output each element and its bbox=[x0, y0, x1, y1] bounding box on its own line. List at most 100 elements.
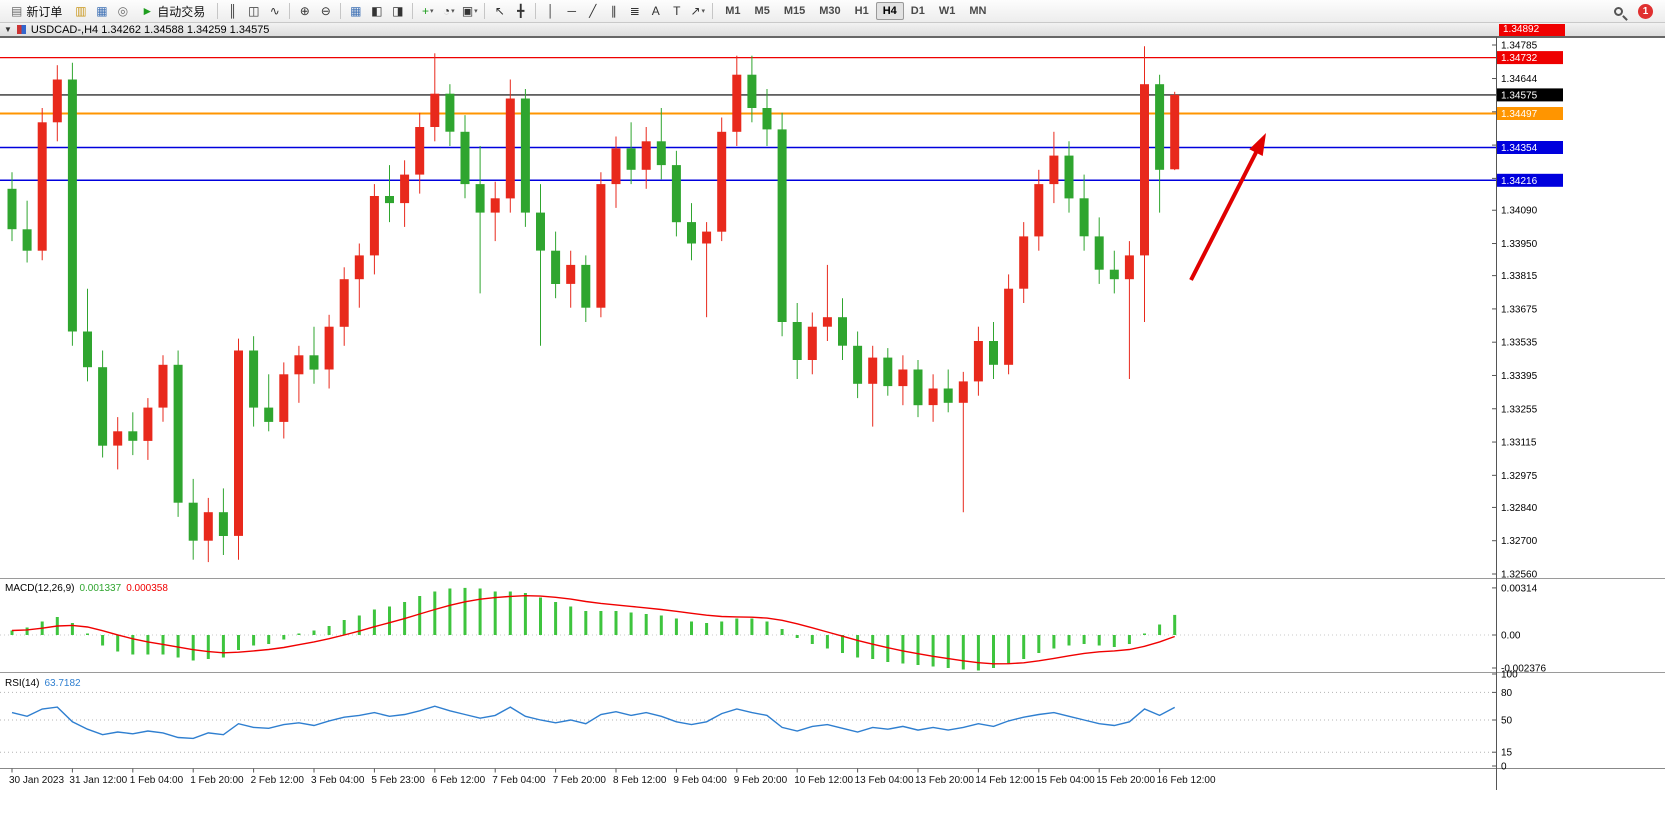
chart-titlebar: ▼ USDCAD-,H4 1.34262 1.34588 1.34259 1.3… bbox=[0, 23, 1665, 37]
new-chart-button[interactable]: + ▾ bbox=[418, 2, 437, 21]
macd-bar bbox=[886, 635, 890, 662]
chart-window: ▼ USDCAD-,H4 1.34262 1.34588 1.34259 1.3… bbox=[0, 23, 1665, 839]
price-scale-label: 1.32560 bbox=[1501, 569, 1538, 580]
macd-bar bbox=[539, 597, 542, 635]
periods-button[interactable]: ◔ ▾ bbox=[439, 2, 458, 21]
bar-chart-button[interactable]: ║ bbox=[223, 2, 242, 21]
macd-bar bbox=[252, 635, 256, 646]
line-chart-button[interactable]: ∿ bbox=[265, 2, 284, 21]
candle-body bbox=[400, 174, 410, 204]
candlestick-chart-button[interactable]: ◫ bbox=[244, 2, 263, 21]
timeframe-d1[interactable]: D1 bbox=[904, 2, 932, 20]
macd-bar bbox=[795, 635, 799, 638]
candle-body bbox=[898, 369, 908, 387]
candle-body bbox=[792, 322, 802, 360]
macd-bar bbox=[976, 635, 980, 671]
candle-body bbox=[203, 512, 213, 541]
candle-body bbox=[702, 231, 712, 244]
trendline-button[interactable]: ╱ bbox=[583, 2, 602, 21]
macd-bar bbox=[901, 635, 905, 664]
toolbar-separator bbox=[217, 3, 219, 19]
macd-scale-label: -0.002376 bbox=[1501, 664, 1546, 675]
timeframe-mn[interactable]: MN bbox=[962, 2, 993, 20]
macd-bar bbox=[86, 633, 89, 635]
candle-body bbox=[1094, 236, 1104, 270]
timeframe-w1[interactable]: W1 bbox=[932, 2, 963, 20]
rsi-scale-label: 50 bbox=[1501, 716, 1513, 727]
data-window-button[interactable]: ▦ bbox=[92, 2, 111, 21]
fibonacci-button[interactable]: ≣ bbox=[625, 2, 644, 21]
horizontal-line-button[interactable]: ─ bbox=[562, 2, 581, 21]
dropdown-arrow-icon: ▾ bbox=[430, 8, 434, 15]
macd-bar bbox=[705, 623, 709, 635]
templates-button[interactable]: ▣ ▾ bbox=[460, 2, 479, 21]
notification-badge[interactable]: 1 bbox=[1638, 3, 1653, 19]
trend-arrow[interactable] bbox=[1189, 133, 1266, 281]
candle-body bbox=[520, 98, 530, 213]
candle-body bbox=[1140, 84, 1149, 256]
macd-bar bbox=[327, 626, 331, 635]
price-scale-label: 1.33535 bbox=[1501, 338, 1538, 349]
market-watch-button[interactable]: ▥ bbox=[71, 2, 90, 21]
macd-bar bbox=[1082, 635, 1086, 644]
cursor-button[interactable]: ↖ bbox=[490, 2, 509, 21]
macd-bar bbox=[720, 621, 724, 635]
channel-button[interactable]: ∥ bbox=[604, 2, 623, 21]
chart-shift-button[interactable]: ◨ bbox=[388, 2, 407, 21]
timeframe-h1[interactable]: H1 bbox=[848, 2, 876, 20]
arrows-tool-button[interactable]: ↗ ▾ bbox=[688, 2, 707, 21]
time-axis[interactable]: 30 Jan 2023 31 Jan 12:00 1 Feb 04:00 1 Feb … bbox=[9, 768, 1216, 787]
candle-body bbox=[868, 357, 878, 384]
candle-body bbox=[853, 345, 863, 384]
macd-bar bbox=[810, 635, 814, 644]
text-label-button[interactable]: T bbox=[667, 2, 686, 21]
candle-body bbox=[1109, 269, 1119, 280]
rsi-scale-label: 100 bbox=[1501, 670, 1518, 681]
timeframe-m1[interactable]: M1 bbox=[718, 2, 747, 20]
macd-bar bbox=[372, 609, 376, 635]
time-label: 1 Feb 20:00 bbox=[190, 775, 244, 786]
tile-windows-button[interactable]: ▦ bbox=[346, 2, 365, 21]
price-scale-label: 1.34644 bbox=[1501, 74, 1538, 85]
candle-body bbox=[188, 502, 198, 541]
text-tool-button[interactable]: A bbox=[646, 2, 665, 21]
price-badge bbox=[1497, 51, 1563, 65]
zoom-in-button[interactable]: ⊕ bbox=[295, 2, 314, 21]
macd-bar bbox=[1097, 635, 1101, 646]
macd-scale-label: 0.00314 bbox=[1501, 583, 1538, 594]
new-order-label: 新订单 bbox=[26, 4, 63, 19]
candle-body bbox=[958, 381, 968, 403]
timeframe-h4[interactable]: H4 bbox=[875, 2, 904, 20]
chart-canvas[interactable]: 1.347851.346441.345041.343641.342241.340… bbox=[0, 37, 1665, 790]
timeframe-m30[interactable]: M30 bbox=[812, 2, 847, 20]
candle-body bbox=[581, 264, 591, 308]
trend-arrow-head bbox=[1249, 133, 1266, 156]
search-button[interactable] bbox=[1609, 2, 1628, 21]
cursor-icon: ↖ bbox=[494, 4, 505, 18]
vertical-line-button[interactable]: │ bbox=[541, 2, 560, 21]
collapse-icon[interactable]: ▼ bbox=[4, 24, 12, 34]
rsi-line[interactable] bbox=[11, 705, 1176, 740]
new-order-button[interactable]: ▤ 新订单 bbox=[4, 2, 69, 21]
price-badge-label: 1.34216 bbox=[1501, 176, 1538, 187]
macd-bar bbox=[629, 612, 633, 635]
navigator-button[interactable]: ◎ bbox=[113, 2, 132, 21]
candle-body bbox=[158, 364, 168, 408]
macd-bar bbox=[916, 635, 920, 665]
macd-bar bbox=[463, 587, 467, 635]
time-label: 30 Jan 2023 bbox=[9, 775, 64, 786]
macd-bar bbox=[659, 615, 663, 635]
timeframe-m15[interactable]: M15 bbox=[777, 2, 812, 20]
price-scale[interactable]: 1.347851.346441.345041.343641.342241.340… bbox=[1492, 41, 1538, 581]
crosshair-button[interactable]: ╋ bbox=[511, 2, 530, 21]
candle-body bbox=[566, 264, 576, 284]
timeframe-m5[interactable]: M5 bbox=[748, 2, 777, 20]
rsi-scale-label: 15 bbox=[1501, 748, 1513, 759]
line-chart-icon: ∿ bbox=[269, 4, 280, 18]
auto-scroll-button[interactable]: ◧ bbox=[367, 2, 386, 21]
zoom-out-button[interactable]: ⊖ bbox=[316, 2, 335, 21]
toolbar-separator bbox=[340, 3, 342, 19]
autotrading-button[interactable]: ► 自动交易 bbox=[134, 2, 212, 21]
macd-signal-line[interactable] bbox=[11, 594, 1175, 665]
candle-body bbox=[128, 431, 138, 441]
